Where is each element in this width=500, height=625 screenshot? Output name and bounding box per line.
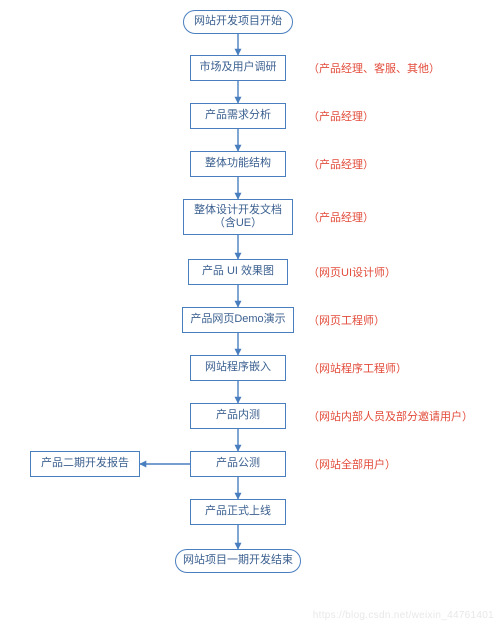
annotation-n8: （网站内部人员及部分邀请用户）: [308, 408, 473, 424]
watermark-text: https://blog.csdn.net/weixin_44761401: [313, 610, 494, 621]
flow-node-n5: 产品 UI 效果图: [188, 259, 288, 285]
annotation-n7: （网站程序工程师）: [308, 360, 407, 376]
flow-node-n8: 产品内测: [190, 403, 286, 429]
flow-node-n7: 网站程序嵌入: [190, 355, 286, 381]
flow-node-n9: 产品公测: [190, 451, 286, 477]
annotation-n1: （产品经理、客服、其他）: [308, 60, 440, 76]
annotation-n6: （网页工程师）: [308, 312, 385, 328]
annotation-n4: （产品经理）: [308, 209, 374, 225]
flow-node-side: 产品二期开发报告: [30, 451, 140, 477]
flow-node-n4: 整体设计开发文档（含UE）: [183, 199, 293, 235]
annotation-n9: （网站全部用户）: [308, 456, 396, 472]
annotation-n5: （网页UI设计师）: [308, 264, 396, 280]
flow-node-n6: 产品网页Demo演示: [182, 307, 294, 333]
flow-node-start: 网站开发项目开始: [183, 10, 293, 34]
flow-node-n1: 市场及用户调研: [190, 55, 286, 81]
annotation-n2: （产品经理）: [308, 108, 374, 124]
flow-node-n10: 产品正式上线: [190, 499, 286, 525]
annotation-n3: （产品经理）: [308, 156, 374, 172]
flow-node-n2: 产品需求分析: [190, 103, 286, 129]
flow-node-n3: 整体功能结构: [190, 151, 286, 177]
flow-node-end: 网站项目一期开发结束: [175, 549, 301, 573]
